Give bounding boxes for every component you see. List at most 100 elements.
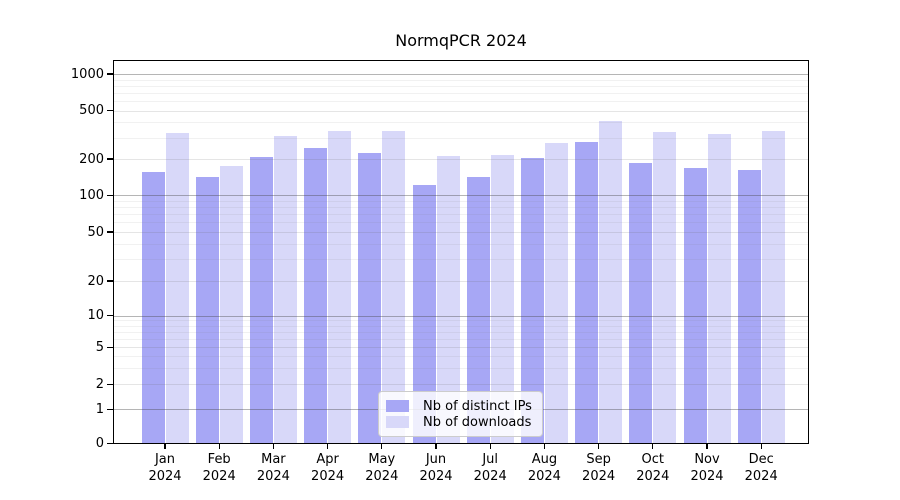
bar-jul-downloads xyxy=(490,154,514,444)
x-tick-label: Sep 2024 xyxy=(571,451,627,485)
gridline-minor xyxy=(113,338,809,340)
plot-area xyxy=(113,60,809,444)
bar-mar-distinct-ips xyxy=(249,157,273,444)
x-tick-label: Nov 2024 xyxy=(679,451,735,485)
bar-jan-distinct-ips xyxy=(141,172,165,444)
x-tick-month: Mar xyxy=(261,452,286,467)
gridline-minor xyxy=(113,100,809,102)
y-tick-mark xyxy=(107,231,113,233)
gridline-minor xyxy=(113,85,809,87)
bar-feb-downloads xyxy=(219,166,243,444)
x-tick-mark xyxy=(489,444,491,449)
gridline-minor xyxy=(113,207,809,209)
y-tick-mark xyxy=(107,158,113,160)
bar-nov-downloads xyxy=(707,134,731,444)
bar-apr-distinct-ips xyxy=(304,148,328,444)
bar-feb-distinct-ips xyxy=(195,176,219,444)
legend-item-downloads: Nb of downloads xyxy=(386,414,534,430)
gridline-minor xyxy=(113,320,809,322)
gridline-decade xyxy=(113,195,809,197)
x-tick-month: Nov xyxy=(694,452,720,467)
x-tick-month: Aug xyxy=(531,452,558,467)
bar-oct-distinct-ips xyxy=(629,163,653,444)
x-tick-mark xyxy=(543,444,545,449)
x-tick-year: 2024 xyxy=(419,469,453,484)
gridline-minor xyxy=(113,325,809,327)
x-tick-month: Jun xyxy=(425,452,447,467)
y-tick-mark xyxy=(107,280,113,282)
gridline-decade xyxy=(113,74,809,75)
x-tick-year: 2024 xyxy=(744,469,778,484)
bar-nov-distinct-ips xyxy=(683,168,707,444)
legend-swatch-downloads xyxy=(386,416,409,428)
x-tick-month: Feb xyxy=(207,452,231,467)
bar-aug-downloads xyxy=(544,142,568,444)
x-tick-label: Dec 2024 xyxy=(733,451,789,485)
x-tick-mark xyxy=(760,444,762,449)
gridline-minor xyxy=(113,222,809,224)
x-tick-mark xyxy=(327,444,329,449)
bar-jul-distinct-ips xyxy=(466,177,490,444)
bar-oct-downloads xyxy=(653,132,677,444)
y-tick-label: 200 xyxy=(79,151,104,167)
gridline-decade xyxy=(113,315,809,317)
legend-label-downloads: Nb of downloads xyxy=(423,414,532,430)
x-tick-label: Jan 2024 xyxy=(137,451,193,485)
x-tick-label: Jun 2024 xyxy=(408,451,464,485)
gridline-major xyxy=(113,384,809,386)
x-tick-label: May 2024 xyxy=(354,451,410,485)
legend: Nb of distinct IPs Nb of downloads xyxy=(378,391,543,437)
bar-may-distinct-ips xyxy=(358,152,382,444)
chart-title: NormqPCR 2024 xyxy=(395,31,527,50)
y-tick-mark xyxy=(107,194,113,196)
gridline-minor xyxy=(113,367,809,369)
y-tick-mark xyxy=(107,73,113,75)
gridline-minor xyxy=(113,356,809,358)
gridline-major xyxy=(113,281,809,282)
x-tick-label: Mar 2024 xyxy=(245,451,301,485)
x-tick-year: 2024 xyxy=(202,469,236,484)
bar-sep-distinct-ips xyxy=(575,142,599,444)
y-tick-label: 50 xyxy=(87,224,104,240)
legend-swatch-distinct-ips xyxy=(386,400,409,412)
y-tick-mark xyxy=(107,442,113,445)
legend-item-distinct-ips: Nb of distinct IPs xyxy=(386,398,534,414)
bar-apr-downloads xyxy=(328,130,352,444)
gridline-major xyxy=(113,159,809,160)
gridline-minor xyxy=(113,200,809,202)
y-tick-label: 100 xyxy=(79,187,104,203)
gridline-minor xyxy=(113,137,809,139)
x-tick-year: 2024 xyxy=(690,469,724,484)
y-tick-label: 0 xyxy=(95,436,104,451)
y-tick-label: 2 xyxy=(95,376,104,392)
x-tick-year: 2024 xyxy=(582,469,616,484)
x-tick-month: Apr xyxy=(316,452,339,467)
x-tick-year: 2024 xyxy=(636,469,670,484)
y-tick-mark xyxy=(107,383,113,385)
gridline-major xyxy=(113,232,809,233)
gridline-minor xyxy=(113,259,809,261)
bar-jun-distinct-ips xyxy=(412,184,436,444)
x-tick-mark xyxy=(164,444,166,449)
y-tick-label: 1000 xyxy=(70,66,104,82)
gridline-minor xyxy=(113,214,809,216)
y-tick-label: 1 xyxy=(95,401,104,417)
bar-jun-downloads xyxy=(436,156,460,444)
gridline-minor xyxy=(113,79,809,81)
x-tick-mark xyxy=(381,444,383,449)
gridline-minor xyxy=(113,122,809,124)
x-tick-month: Sep xyxy=(586,452,611,467)
x-tick-mark xyxy=(218,444,220,449)
bar-jan-downloads xyxy=(165,132,189,444)
bar-dec-distinct-ips xyxy=(737,169,761,444)
y-tick-mark xyxy=(107,314,113,317)
bar-may-downloads xyxy=(382,131,406,444)
x-tick-label: Oct 2024 xyxy=(625,451,681,485)
x-tick-month: Oct xyxy=(641,452,665,467)
y-tick-mark xyxy=(107,346,113,348)
x-tick-year: 2024 xyxy=(365,469,399,484)
x-tick-label: Jul 2024 xyxy=(462,451,518,485)
x-tick-year: 2024 xyxy=(473,469,507,484)
x-tick-mark xyxy=(652,444,654,449)
gridline-major xyxy=(113,347,809,349)
